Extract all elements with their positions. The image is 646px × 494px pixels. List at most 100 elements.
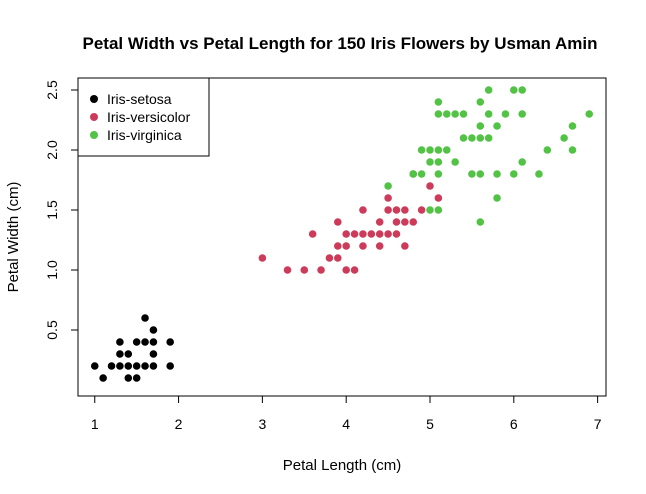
- data-point: [149, 350, 158, 358]
- data-point: [384, 182, 392, 190]
- data-point: [442, 110, 451, 118]
- data-point: [401, 206, 409, 214]
- data-point: [132, 362, 141, 370]
- legend-marker-versicolor: [90, 113, 98, 121]
- data-point: [317, 266, 325, 274]
- data-point: [417, 146, 426, 154]
- x-tick-label: 7: [594, 416, 602, 432]
- data-point: [476, 170, 485, 178]
- data-point: [342, 266, 350, 274]
- data-point: [468, 170, 476, 178]
- data-point: [359, 206, 367, 214]
- legend: Iris-setosa Iris-versicolor Iris-virgini…: [77, 77, 210, 157]
- data-point: [459, 134, 468, 142]
- data-point: [434, 98, 443, 106]
- legend-label-virginica: Iris-virginica: [107, 127, 182, 143]
- data-point: [384, 230, 392, 238]
- chart-title: Petal Width vs Petal Length for 150 Iris…: [82, 34, 597, 53]
- data-point: [510, 86, 518, 94]
- data-point: [90, 362, 99, 370]
- data-point: [141, 362, 149, 370]
- x-axis: 1 2 3 4 5 6 7: [91, 395, 602, 432]
- data-point: [434, 206, 443, 214]
- data-point: [384, 206, 392, 214]
- series-iris-versicolor: [258, 170, 443, 274]
- x-tick-label: 3: [258, 416, 266, 432]
- data-point: [132, 338, 141, 346]
- data-point: [124, 374, 133, 382]
- legend-marker-virginica: [90, 131, 98, 139]
- series-iris-virginica: [384, 86, 594, 226]
- data-point: [585, 110, 594, 118]
- data-point: [392, 218, 401, 226]
- data-point: [166, 338, 174, 346]
- y-tick-label: 0.5: [44, 320, 60, 340]
- data-point: [434, 110, 443, 118]
- data-point: [99, 374, 107, 382]
- data-point: [149, 362, 158, 370]
- data-point: [116, 338, 124, 346]
- data-point: [518, 110, 526, 118]
- data-point: [476, 134, 485, 142]
- data-point: [451, 158, 459, 166]
- data-point: [560, 134, 568, 142]
- data-point: [334, 254, 342, 262]
- data-point: [359, 230, 367, 238]
- data-point: [442, 146, 451, 154]
- plot-area: [77, 77, 607, 397]
- data-point: [510, 170, 518, 178]
- data-point: [434, 170, 443, 178]
- data-point: [426, 206, 434, 214]
- data-point: [493, 122, 501, 130]
- legend-label-setosa: Iris-setosa: [107, 91, 172, 107]
- data-point: [401, 242, 409, 250]
- data-point: [409, 170, 418, 178]
- data-point: [359, 242, 367, 250]
- data-point: [434, 194, 443, 202]
- data-point: [451, 110, 459, 118]
- data-point: [384, 194, 392, 202]
- legend-label-versicolor: Iris-versicolor: [107, 109, 191, 125]
- data-point: [543, 146, 552, 154]
- data-point: [484, 110, 493, 118]
- data-point: [141, 314, 149, 322]
- data-point: [568, 146, 577, 154]
- x-tick-label: 5: [426, 416, 434, 432]
- data-point: [149, 326, 158, 334]
- data-point: [493, 170, 501, 178]
- data-point: [308, 230, 317, 238]
- data-point: [459, 110, 468, 118]
- data-point: [107, 362, 116, 370]
- data-point: [350, 266, 359, 274]
- series-iris-setosa: [90, 314, 174, 382]
- data-point: [392, 206, 401, 214]
- y-tick-label: 1.5: [44, 200, 60, 220]
- data-point: [493, 194, 501, 202]
- data-point: [124, 362, 133, 370]
- legend-box: [77, 77, 210, 157]
- data-point: [166, 362, 174, 370]
- data-point: [325, 254, 334, 262]
- y-axis: 0.5 1.0 1.5 2.0 2.5: [44, 80, 79, 340]
- y-tick-label: 2.0: [44, 140, 60, 160]
- data-point: [401, 218, 409, 226]
- data-point: [116, 350, 124, 358]
- y-axis-label: Petal Width (cm): [5, 182, 22, 293]
- data-point: [124, 350, 133, 358]
- data-point: [283, 266, 292, 274]
- data-point: [258, 254, 267, 262]
- y-tick-label: 2.5: [44, 80, 60, 100]
- data-point: [116, 362, 124, 370]
- data-point: [367, 230, 376, 238]
- data-point: [375, 230, 384, 238]
- data-point: [476, 98, 485, 106]
- legend-marker-setosa: [90, 95, 98, 103]
- data-point: [476, 218, 485, 226]
- data-point: [350, 230, 359, 238]
- data-point: [375, 218, 384, 226]
- data-point: [468, 134, 476, 142]
- data-point: [375, 242, 384, 250]
- data-point: [417, 206, 426, 214]
- x-tick-label: 6: [510, 416, 518, 432]
